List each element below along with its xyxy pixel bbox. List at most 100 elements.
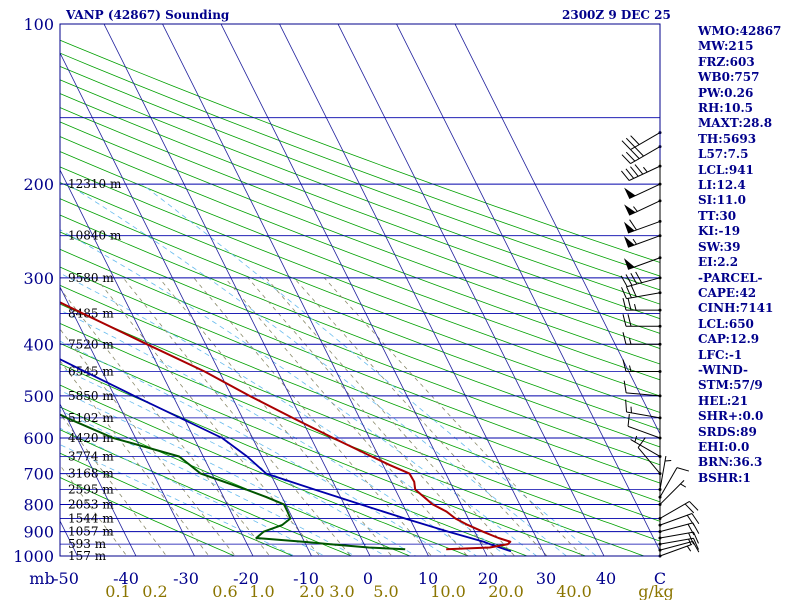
- index-value: EI:2.2: [698, 255, 739, 270]
- temperature-tick-label: -40: [113, 569, 139, 588]
- wind-barb: [624, 199, 662, 216]
- dry-adiabat-line: [60, 136, 660, 365]
- isotherm-line: [162, 24, 429, 556]
- index-value: BRN:36.3: [698, 455, 763, 470]
- index-value: -PARCEL-: [698, 270, 763, 285]
- height-label: 12310 m: [68, 177, 122, 191]
- index-value: KI:-19: [698, 224, 741, 239]
- dry-adiabat-line: [60, 198, 660, 430]
- mixing-ratio-line: [265, 277, 516, 556]
- mixing-ratio-label: 2.0: [299, 582, 324, 600]
- mixing-ratio-line: [293, 277, 548, 556]
- dry-adiabat-line: [60, 107, 660, 334]
- index-value: SW:39: [698, 239, 741, 254]
- height-label: 4420 m: [68, 431, 114, 445]
- isotherm-line: [0, 24, 19, 556]
- wind-barb: [622, 297, 662, 312]
- dry-adiabat-line: [60, 93, 660, 320]
- pressure-tick-label: 100: [23, 15, 54, 34]
- dry-adiabat-line: [60, 303, 660, 542]
- mixing-ratio-line: [60, 360, 210, 556]
- dry-adiabat-line: [60, 182, 660, 413]
- height-label: 593 m: [68, 537, 107, 551]
- index-value: SHR+:0.0: [698, 409, 764, 424]
- moist-adiabat-line: [60, 367, 417, 556]
- mixing-ratio-line: [122, 277, 352, 556]
- dry-adiabat-line: [60, 248, 660, 484]
- dry-adiabats: [60, 39, 660, 556]
- height-label: 8485 m: [68, 306, 114, 320]
- height-label: 2053 m: [68, 497, 114, 511]
- temperature-tick-label: -30: [173, 569, 199, 588]
- moist-adiabat-line: [60, 390, 387, 556]
- dry-adiabat-line: [60, 121, 660, 349]
- wind-barb: [621, 164, 662, 181]
- wind-barb: [621, 131, 662, 151]
- dry-adiabat-line: [60, 266, 660, 503]
- height-label: 1544 m: [68, 511, 114, 525]
- height-label: 5850 m: [68, 389, 114, 403]
- pressure-tick-label: 200: [23, 175, 54, 194]
- wind-barb: [658, 522, 700, 536]
- wind-barb: [620, 271, 662, 288]
- index-value: TT:30: [698, 208, 737, 223]
- pressure-tick-label: 1000: [13, 547, 54, 566]
- mixing-ratio-label: 10.0: [430, 582, 466, 600]
- index-value: WMO:42867: [698, 24, 782, 38]
- wind-barb: [658, 513, 700, 527]
- wind-barb: [637, 437, 662, 476]
- mixing-ratio-label: 20.0: [488, 582, 524, 600]
- wind-barb: [623, 256, 662, 270]
- wind-barb: [621, 145, 662, 165]
- wind-barb: [658, 537, 699, 550]
- wind-barb: [621, 285, 662, 300]
- wind-barb: [658, 455, 672, 492]
- wind-barb: [658, 501, 699, 520]
- temperature-tick-label: C: [654, 569, 666, 588]
- index-value: -WIND-: [698, 362, 748, 377]
- height-label: 7520 m: [68, 337, 114, 351]
- mixing-ratio-label: 3.0: [329, 582, 354, 600]
- isotherm-line: [220, 24, 488, 556]
- temperature-tick-label: 30: [536, 569, 556, 588]
- pressure-tick-label: 800: [23, 495, 54, 514]
- index-value: CAP:12.9: [698, 332, 760, 347]
- temperature-tick-label: 20: [478, 569, 498, 588]
- mixing-ratio-label: 0.6: [212, 582, 237, 600]
- dry-adiabat-line: [60, 214, 660, 448]
- index-value: L57:7.5: [698, 147, 749, 162]
- isobars: [60, 24, 660, 556]
- dry-adiabat-line: [60, 231, 660, 466]
- dry-adiabat-line: [60, 477, 236, 556]
- mixing-ratio-lines: [60, 277, 583, 556]
- index-value: HEL:21: [698, 393, 749, 408]
- index-value: TH:5693: [698, 131, 757, 146]
- pressure-tick-label: 900: [23, 523, 54, 542]
- moist-adiabat-line: [67, 183, 568, 556]
- index-value: MAXT:28.8: [698, 116, 773, 131]
- moist-adiabat-line: [141, 183, 597, 556]
- mixing-ratio-label: 0.1: [105, 582, 130, 600]
- mixing-ratio-label: 1.0: [249, 582, 274, 600]
- mixing-ratio-line: [224, 277, 468, 556]
- mixing-ratio-line: [158, 277, 393, 556]
- isotherm-line: [103, 24, 371, 556]
- moist-adiabat-line: [60, 229, 538, 556]
- dry-adiabat-line: [60, 429, 353, 556]
- dry-adiabat-line: [60, 65, 660, 291]
- dry-adiabat-line: [60, 151, 660, 381]
- observation-time: 2300Z 9 DEC 25: [562, 8, 671, 22]
- moist-adiabat-line: [60, 309, 478, 556]
- temperature-tick-label: -50: [53, 569, 79, 588]
- index-value: SRDS:89: [698, 424, 757, 439]
- height-label: 1057 m: [68, 525, 114, 539]
- temperature-profile-line: [60, 301, 512, 551]
- dry-adiabat-line: [60, 79, 660, 305]
- isotherm-line: [396, 24, 660, 552]
- index-value: WB0:757: [698, 70, 760, 85]
- wind-barb: [622, 359, 662, 374]
- dry-adiabat-line: [60, 363, 529, 556]
- moist-adiabat-line: [60, 427, 326, 556]
- index-value: SI:11.0: [698, 193, 746, 208]
